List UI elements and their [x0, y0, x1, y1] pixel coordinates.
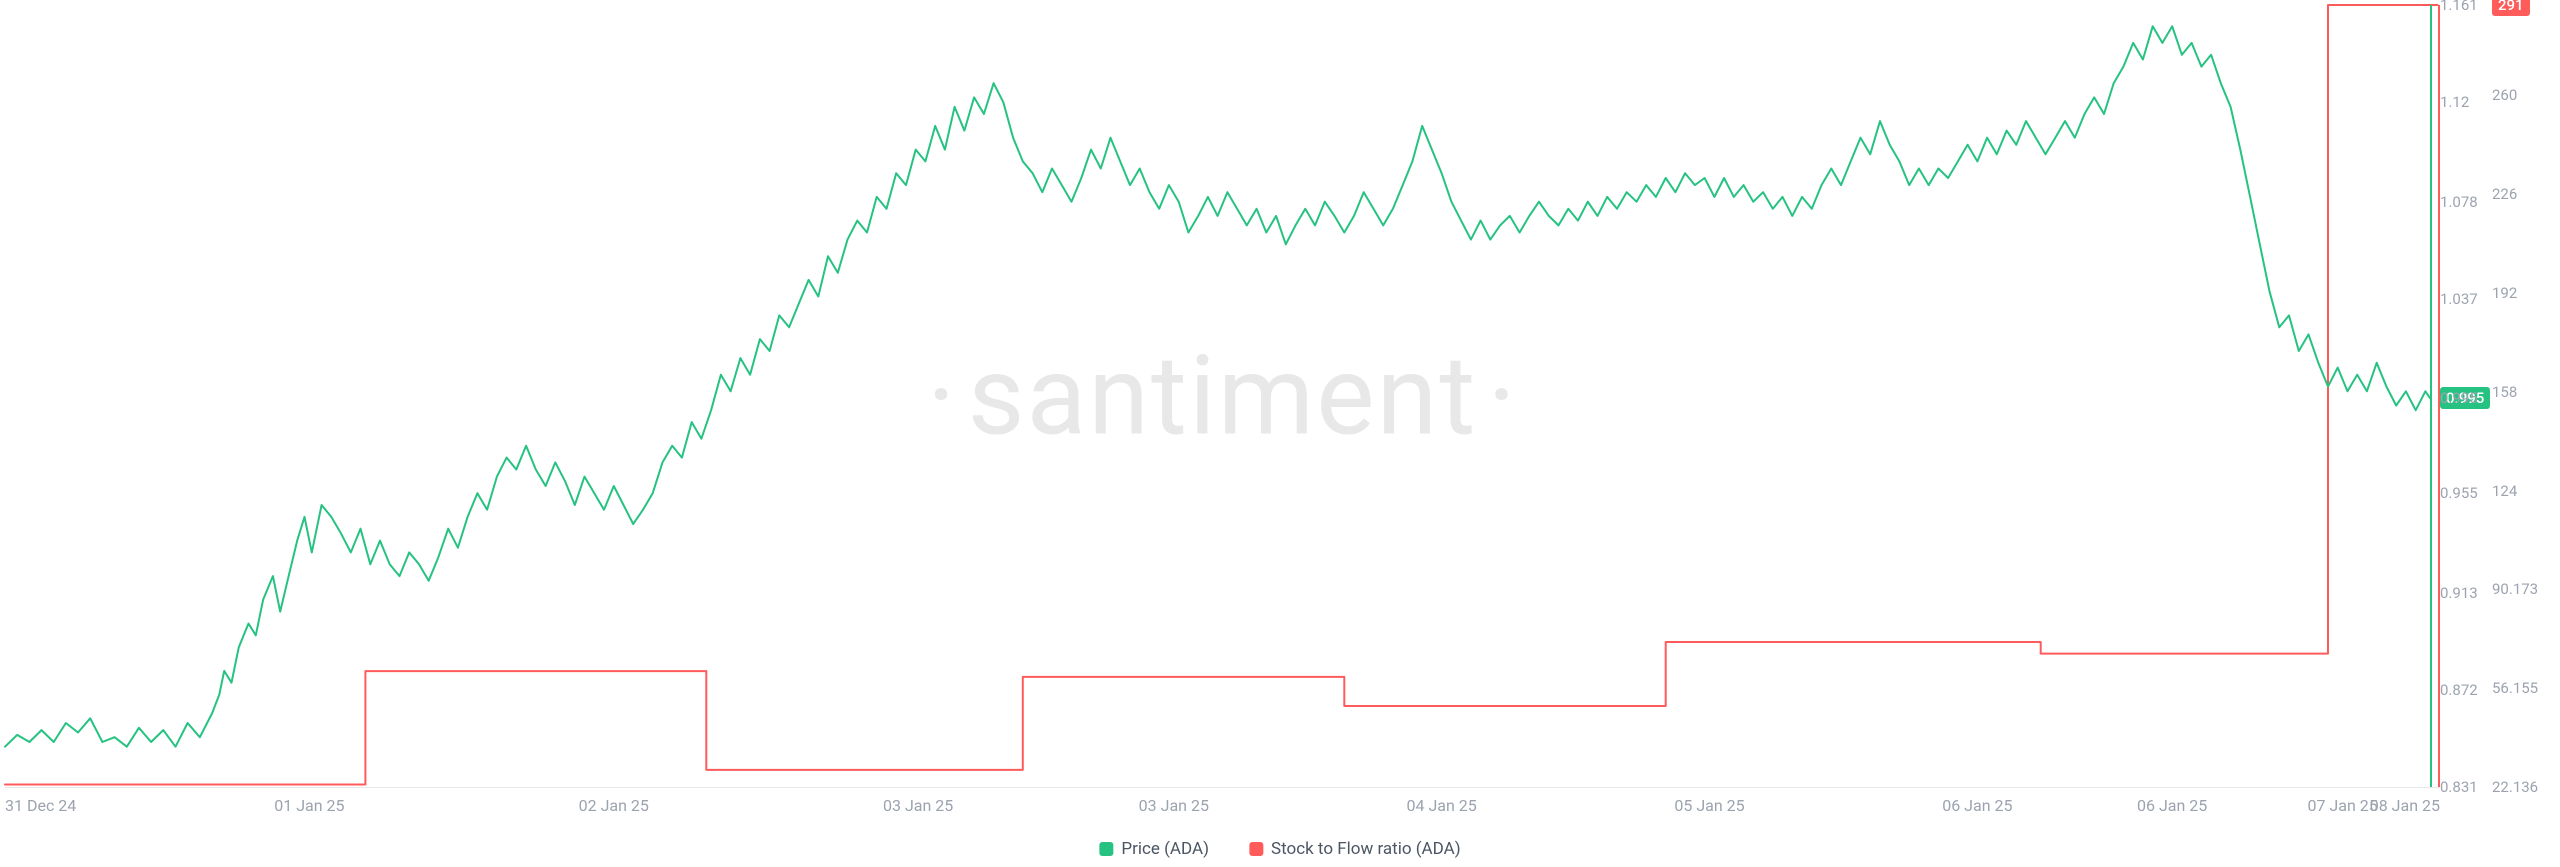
x-tick: 06 Jan 25: [1942, 796, 2012, 815]
y-tick-s2f: 226: [2492, 185, 2517, 203]
x-tick: 31 Dec 24: [5, 796, 76, 815]
plot-area[interactable]: santiment: [5, 5, 2440, 787]
y-tick-s2f: 90.173: [2492, 580, 2538, 598]
y-tick-price: 0.913: [2440, 584, 2478, 602]
y-tick-price: 1.037: [2440, 290, 2478, 308]
y-tick-price: 1.12: [2440, 93, 2469, 111]
y-tick-price: 1.161: [2440, 0, 2478, 14]
y-tick-s2f: 124: [2492, 482, 2517, 500]
x-tick: 05 Jan 25: [1674, 796, 1744, 815]
y-tick-price: 1.078: [2440, 193, 2478, 211]
x-tick: 01 Jan 25: [274, 796, 344, 815]
y-tick-price: 0.995: [2440, 389, 2478, 407]
x-tick: 03 Jan 25: [1139, 796, 1209, 815]
y-tick-price: 0.872: [2440, 681, 2478, 699]
legend-item-s2f[interactable]: Stock to Flow ratio (ADA): [1249, 839, 1461, 859]
x-tick: 03 Jan 25: [883, 796, 953, 815]
s2f-current-badge: 291: [2492, 0, 2530, 16]
legend-swatch-price: [1099, 842, 1113, 856]
x-tick: 06 Jan 25: [2137, 796, 2207, 815]
s2f-current-value: 291: [2498, 0, 2524, 14]
y-axis-price: 0.995 1.1611.121.0781.0370.9950.9550.913…: [2440, 5, 2488, 787]
chart-container: santiment 31 Dec 24 01 Jan 25 02 Jan 25 03 …: [0, 0, 2560, 867]
y-tick-price: 0.955: [2440, 484, 2478, 502]
chart-lines: [5, 5, 2440, 787]
end-vline-price: [2430, 5, 2432, 787]
x-tick: 04 Jan 25: [1407, 796, 1477, 815]
y-tick-s2f: 192: [2492, 284, 2517, 302]
legend-swatch-s2f: [1249, 842, 1263, 856]
legend: Price (ADA) Stock to Flow ratio (ADA): [1099, 839, 1460, 859]
legend-item-price[interactable]: Price (ADA): [1099, 839, 1209, 859]
y-tick-price: 0.831: [2440, 778, 2478, 796]
x-axis: 31 Dec 24 01 Jan 25 02 Jan 25 03 Jan 25 03 J…: [5, 787, 2440, 817]
x-tick: 08 Jan 25: [2370, 796, 2440, 815]
y-tick-s2f: 56.155: [2492, 679, 2538, 697]
y-tick-s2f: 260: [2492, 86, 2517, 104]
legend-label-price: Price (ADA): [1121, 839, 1209, 859]
x-tick: 02 Jan 25: [579, 796, 649, 815]
y-tick-s2f: 158: [2492, 383, 2517, 401]
legend-label-s2f: Stock to Flow ratio (ADA): [1271, 839, 1461, 859]
y-axis-s2f: 291 26022619215812490.17356.15522.136: [2492, 5, 2552, 787]
y-tick-s2f: 22.136: [2492, 778, 2538, 796]
x-tick: 07 Jan 25: [2307, 796, 2377, 815]
